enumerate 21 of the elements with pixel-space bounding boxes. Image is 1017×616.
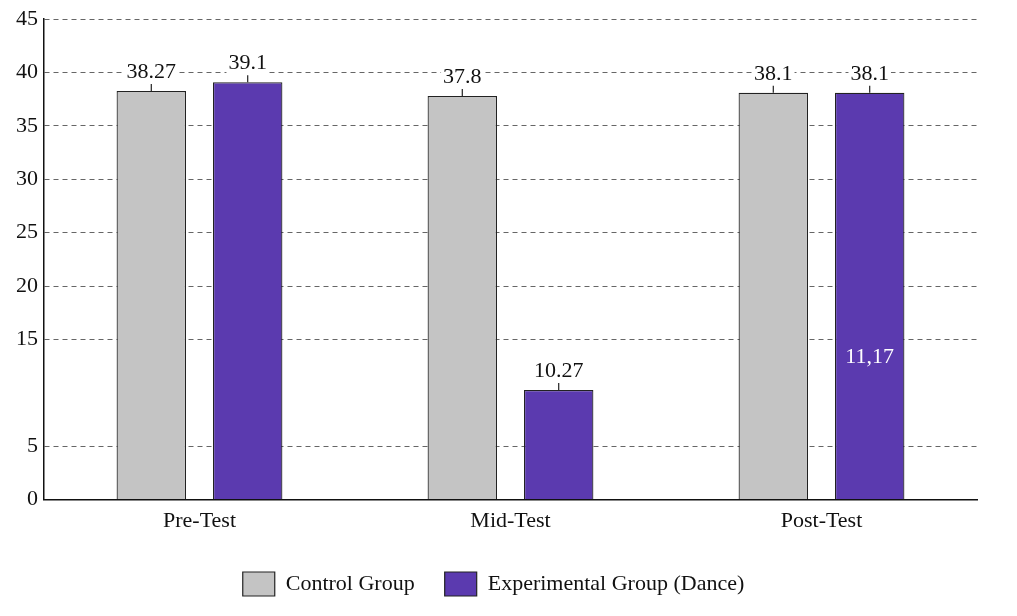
data-label: 39.1 [228,48,267,74]
annotation: 11,17 [845,343,895,369]
x-tick-label: Mid-Test [470,506,551,532]
y-tick-label: 0 [27,485,38,511]
legend-label: Experimental Group (Dance) [487,569,745,595]
data-label: 10.27 [533,356,584,382]
y-tick-label: 15 [16,325,38,351]
x-tick-label: Pre-Test [163,506,236,532]
y-tick-label: 5 [27,432,38,457]
y-tick-label: 30 [16,165,38,191]
data-label: 38.27 [126,57,177,83]
data-label: 37.8 [443,62,482,88]
data-label: 38.1 [754,59,793,85]
y-tick-label: 25 [16,218,38,244]
y-tick-label: 35 [16,111,38,137]
x-tick-label: Post-Test [780,506,863,532]
data-label: 38.1 [850,59,889,85]
legend-label: Control Group [285,569,415,595]
y-tick-label: 20 [16,271,38,297]
y-tick-label: 40 [16,58,38,84]
y-tick-label: 45 [16,4,38,30]
